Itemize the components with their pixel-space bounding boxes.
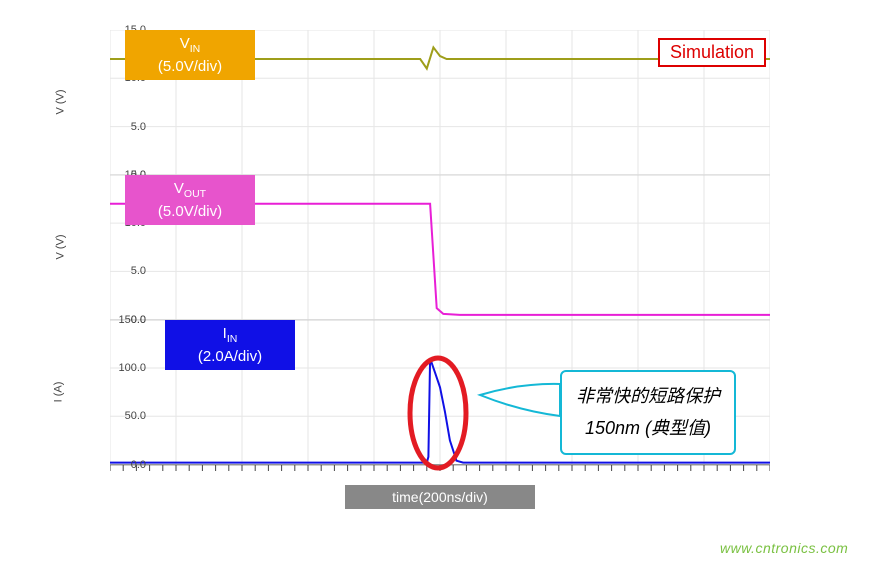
x-axis-label: time(200ns/div) — [345, 485, 535, 509]
y-tick: 0.0 — [110, 459, 150, 471]
y-axis-label: V (V) — [55, 90, 67, 115]
y-axis-label: V (V) — [55, 235, 67, 260]
callout-line1: 非常快的短路保护 — [576, 380, 720, 412]
callout-box: 非常快的短路保护150nm (典型值) — [560, 370, 736, 455]
y-tick: 150.0 — [110, 314, 150, 326]
legend-iin: IIN(2.0A/div) — [165, 320, 295, 370]
legend-vout: VOUT(5.0V/div) — [125, 175, 255, 225]
simulation-badge: Simulation — [658, 38, 766, 67]
callout-line2: 150nm (典型值) — [576, 412, 720, 444]
y-tick: 50.0 — [110, 410, 150, 422]
y-tick: 5.0 — [110, 265, 150, 277]
y-tick: 5.0 — [110, 121, 150, 133]
legend-vin: VIN(5.0V/div) — [125, 30, 255, 80]
watermark: www.cntronics.com — [720, 540, 848, 556]
y-tick: 100.0 — [110, 362, 150, 374]
y-axis-label: I (A) — [52, 382, 64, 403]
